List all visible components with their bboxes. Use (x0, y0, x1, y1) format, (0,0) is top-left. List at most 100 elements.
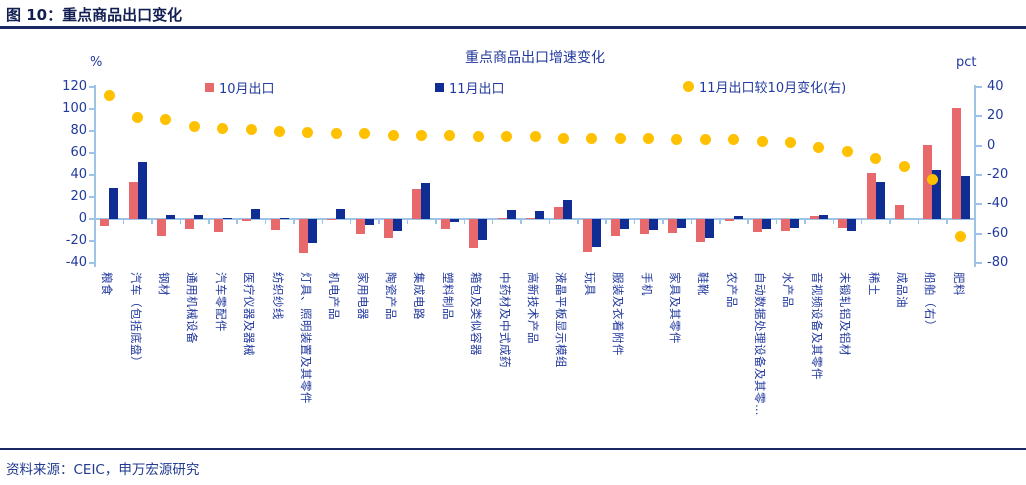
oct-bar (951, 107, 961, 219)
left-axis-tick-label: 120 (62, 79, 87, 94)
x-axis-tick (548, 219, 551, 224)
left-axis-tick (89, 262, 95, 264)
x-axis-tick (860, 219, 863, 224)
category-label: 高新技术产品 (526, 272, 540, 344)
x-axis-tick (662, 219, 664, 224)
category-label: 家用电器 (355, 272, 370, 320)
nov-bar (591, 219, 601, 247)
left-axis-line (94, 85, 96, 267)
nov-bar (449, 219, 459, 223)
nov-bar (478, 219, 488, 240)
category-label: 机电产品 (327, 272, 342, 320)
change-dot (330, 128, 342, 140)
right-axis-unit: pct (956, 55, 977, 70)
nov-bar (506, 210, 516, 219)
oct-bar (809, 215, 819, 219)
category-label: 未锻轧铝及铝材 (838, 272, 853, 356)
x-axis-tick (491, 219, 494, 224)
nov-bar (279, 218, 289, 219)
change-dot (472, 131, 484, 143)
nov-bar (818, 214, 828, 219)
nov-bar (535, 211, 544, 219)
nov-bar (393, 219, 403, 232)
legend-label-change: 11月出口较10月变化(右) (699, 81, 847, 96)
x-axis-tick (151, 219, 153, 224)
nov-bar (762, 219, 772, 229)
x-axis-tick (690, 219, 693, 224)
oct-bar (582, 219, 592, 252)
left-axis-tick-label: 40 (70, 167, 87, 182)
right-axis-tick-label: -80 (987, 255, 1009, 270)
x-axis-tick (577, 219, 579, 224)
nov-bar (364, 219, 374, 225)
change-dot (387, 129, 399, 141)
chart-title: 重点商品出口增速变化 (465, 50, 605, 66)
oct-bar (667, 219, 677, 234)
oct-bar (497, 217, 507, 219)
nov-bar (336, 209, 346, 219)
right-axis-tick (976, 262, 982, 264)
change-dot (841, 146, 853, 158)
oct-bar (724, 219, 734, 222)
left-axis-tick (89, 196, 95, 198)
category-label: 医疗仪器及器械 (242, 272, 257, 356)
change-dot (359, 128, 371, 140)
right-axis-tick (976, 144, 982, 147)
change-dot (756, 135, 768, 147)
nov-bar (194, 214, 204, 219)
x-axis-tick (435, 219, 437, 224)
right-axis-tick (976, 174, 982, 176)
x-axis-tick (605, 219, 607, 224)
left-axis-tick (89, 174, 95, 176)
nov-bar (421, 182, 431, 219)
left-axis-tick-label: 60 (70, 145, 87, 160)
nov-bar (137, 161, 147, 219)
oct-bar (156, 219, 166, 236)
category-label: 家具及其零件 (667, 272, 682, 344)
change-dot (501, 131, 513, 143)
right-axis-tick (976, 86, 982, 88)
right-axis-tick (976, 203, 982, 206)
left-axis-tick-label: 100 (62, 101, 87, 116)
right-axis-tick-label: -40 (987, 196, 1009, 212)
left-axis-unit: % (90, 55, 103, 70)
left-axis-tick (89, 130, 95, 132)
nov-bar (875, 181, 885, 219)
change-dot (217, 122, 229, 134)
category-label: 农产品 (724, 272, 739, 308)
x-axis-tick (974, 219, 976, 224)
oct-bar (838, 219, 848, 228)
x-axis-tick (321, 219, 324, 224)
nov-bar (705, 219, 715, 238)
footer-divider (0, 448, 1026, 450)
category-label: 粮食 (100, 272, 115, 296)
change-dot (415, 129, 427, 141)
x-axis-tick (633, 219, 636, 224)
category-label: 纺织纱线 (270, 272, 285, 320)
change-dot (784, 137, 796, 149)
change-dot (614, 132, 626, 144)
oct-bar (639, 219, 649, 235)
right-axis-tick-label: -60 (987, 225, 1009, 241)
category-label: 集成电路 (412, 272, 427, 320)
nov-bar (676, 219, 686, 228)
left-axis-tick-label: 0 (78, 211, 87, 226)
nov-bar (733, 215, 743, 219)
x-axis-tick (946, 219, 948, 224)
change-dot (529, 131, 541, 143)
x-axis-tick (917, 219, 920, 224)
category-label: 服装及衣着附件 (611, 272, 626, 356)
x-axis-tick (236, 219, 238, 224)
nov-bar (563, 200, 573, 219)
change-dot (898, 160, 910, 172)
oct-bar (298, 219, 308, 254)
category-label: 汽车零配件 (213, 272, 228, 332)
nov-bar (790, 219, 800, 228)
left-axis-tick (89, 86, 95, 88)
change-dot (188, 121, 200, 133)
left-axis-tick (89, 152, 95, 154)
x-axis-tick (94, 219, 96, 224)
oct-bar (213, 219, 223, 233)
oct-bar (412, 189, 422, 219)
x-axis-tick (349, 219, 352, 224)
